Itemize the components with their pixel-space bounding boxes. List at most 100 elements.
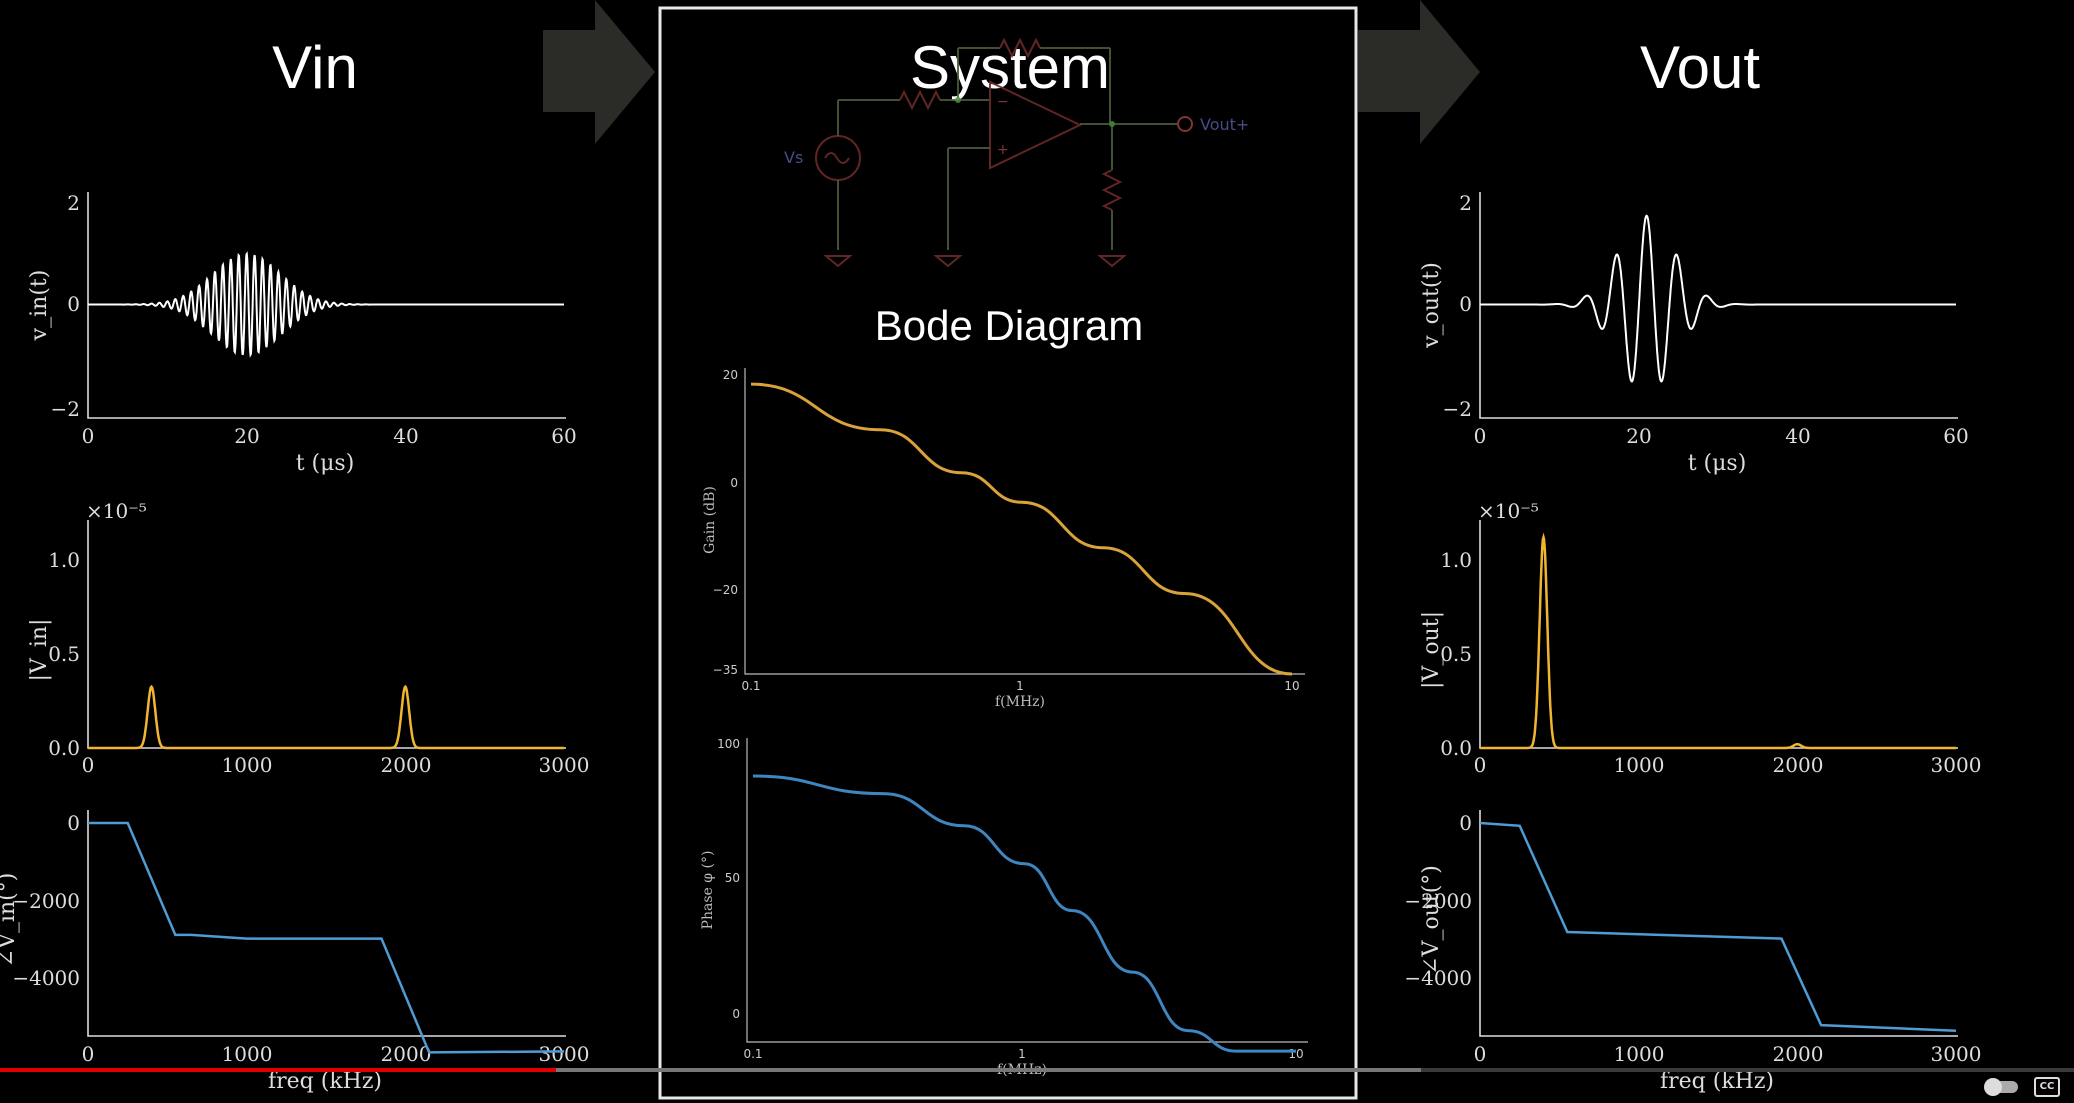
tick-label: 0 [1459, 292, 1472, 316]
vout-mag-plot: ×10⁻⁵ 1.0 0.5 0.0 0 1000 2000 3000 |V_ou… [1419, 499, 1981, 777]
vin-mag-plot: ×10⁻⁵ 1.0 0.5 0.0 0 1000 2000 3000 |V_in… [27, 499, 589, 777]
tick-label: 0 [1459, 811, 1472, 835]
tick-label: 60 [1943, 424, 1968, 448]
tick-label: −2 [51, 397, 80, 421]
circuit-source-label: Vs [784, 148, 803, 167]
tick-label: 20 [1626, 424, 1651, 448]
arrow-right-icon [543, 0, 655, 144]
vout-phase-xlabel: freq (kHz) [1660, 1069, 1774, 1094]
progress-buffered [0, 1068, 1421, 1072]
tick-label: −2000 [1404, 889, 1472, 913]
tick-label: 40 [1785, 424, 1810, 448]
tick-label: 60 [551, 424, 576, 448]
tick-label: 0.5 [1440, 642, 1472, 666]
tick-label: −4000 [1404, 966, 1472, 990]
tick-label: 100 [717, 737, 740, 751]
tick-label: 50 [725, 871, 740, 885]
vin-time-signal-line [88, 251, 564, 358]
arrow-right-icon [1358, 0, 1480, 144]
vin-mag-ylabel: |V_in| [27, 619, 52, 682]
tick-label: 20 [723, 368, 738, 382]
vout-time-signal-line [1480, 214, 1956, 383]
vout-phase-line [1479, 821, 1957, 1032]
ground-icon [933, 255, 963, 268]
opamp-minus-label: − [997, 94, 1009, 110]
tick-label: 0 [67, 292, 80, 316]
tick-label: 2000 [1773, 753, 1824, 777]
load-resistor-icon [1101, 169, 1123, 211]
tick-label: 3000 [539, 753, 590, 777]
vin-time-ylabel: v_in(t) [27, 270, 52, 342]
tick-label: 2000 [381, 1042, 432, 1066]
vin-title: Vin [272, 34, 358, 101]
tick-label: 0 [1474, 424, 1487, 448]
ground-icon [1097, 255, 1127, 268]
progress-played [0, 1068, 556, 1072]
bode-title: Bode Diagram [875, 302, 1143, 349]
tick-label: 3000 [1931, 753, 1982, 777]
tick-label: 1000 [222, 753, 273, 777]
ground-icon [823, 255, 853, 268]
tick-label: 10 [1288, 1047, 1303, 1061]
captions-button[interactable]: CC [2034, 1077, 2060, 1097]
vin-phase-plot: 0 −2000 −4000 0 1000 2000 3000 freq (kHz… [0, 810, 589, 1094]
vin-time-yticks: 2 0 −2 [51, 191, 80, 421]
tick-label: 1.0 [1440, 548, 1472, 572]
tick-label: 1000 [1614, 753, 1665, 777]
vout-phase-ylabel: ∠V_out(°) [1419, 865, 1444, 975]
autoplay-toggle[interactable] [1984, 1078, 2018, 1096]
tick-label: 1000 [222, 1042, 273, 1066]
tick-label: −35 [713, 663, 738, 677]
bode-gain-ylabel: Gain (dB) [702, 486, 718, 554]
tick-label: 1 [1018, 1047, 1026, 1061]
circuit-output-label: Vout+ [1200, 115, 1249, 134]
vin-phase-xlabel: freq (kHz) [268, 1069, 382, 1094]
system-frame [658, 6, 1358, 1100]
tick-label: 0.0 [48, 736, 80, 760]
circuit-schematic [815, 37, 1193, 268]
tick-label: 0 [82, 1042, 95, 1066]
feedback-resistor-icon [999, 37, 1041, 59]
tick-label: 1.0 [48, 548, 80, 572]
vout-magnitude-line [1480, 532, 1956, 750]
tick-label: 20 [234, 424, 259, 448]
tick-label: 2000 [381, 753, 432, 777]
tick-label: 1000 [1614, 1042, 1665, 1066]
bode-gain-plot: 20 0 −20 −35 0.1 1 10 f(MHz) Gain (dB) [702, 368, 1305, 710]
vout-title: Vout [1639, 34, 1761, 101]
tick-label: 2 [1459, 191, 1472, 215]
vout-time-ylabel: v_out(t) [1419, 262, 1444, 349]
tick-label: 2 [67, 191, 80, 215]
tick-label: 0 [1474, 1042, 1487, 1066]
vin-phase-ylabel: ∠V_in(°) [0, 873, 20, 968]
output-terminal-icon [1177, 116, 1193, 132]
tick-label: −4000 [12, 966, 80, 990]
vout-mag-ylabel: |V_out| [1419, 611, 1444, 689]
tick-label: 0 [732, 1007, 740, 1021]
tick-label: 3000 [539, 1042, 590, 1066]
vout-time-plot: 2 0 −2 0 20 40 60 t (μs) v_out(t) [1419, 191, 1969, 476]
vin-phase-line [88, 821, 565, 1054]
bode-gain-xlabel: f(MHz) [995, 694, 1045, 710]
tick-label: −20 [713, 583, 738, 597]
bode-gain-line [750, 382, 1293, 676]
tick-label: 0 [82, 753, 95, 777]
tick-label: 0.1 [743, 1047, 762, 1061]
tick-label: 0.0 [1440, 736, 1472, 760]
bode-phase-plot: 100 50 0 0.1 1 10 f(MHz) Phase φ (°) [700, 737, 1308, 1078]
bode-phase-line [752, 774, 1296, 1053]
tick-label: −2000 [12, 889, 80, 913]
bode-phase-ylabel: Phase φ (°) [700, 851, 716, 930]
tick-label: 0 [82, 424, 95, 448]
tick-label: 1 [1016, 679, 1024, 693]
vin-mag-exponent: ×10⁻⁵ [86, 499, 147, 523]
tick-label: 40 [393, 424, 418, 448]
vout-phase-plot: 0 −2000 −4000 0 1000 2000 3000 freq (kHz… [1404, 810, 1981, 1094]
vin-magnitude-line [88, 684, 564, 750]
vin-time-plot: 2 0 −2 0 20 40 60 t (μs) v_in(t) [27, 191, 577, 476]
vout-mag-exponent: ×10⁻⁵ [1478, 499, 1539, 523]
vout-time-xlabel: t (μs) [1688, 451, 1747, 476]
tick-label: 0 [67, 811, 80, 835]
tick-label: 0 [730, 476, 738, 490]
